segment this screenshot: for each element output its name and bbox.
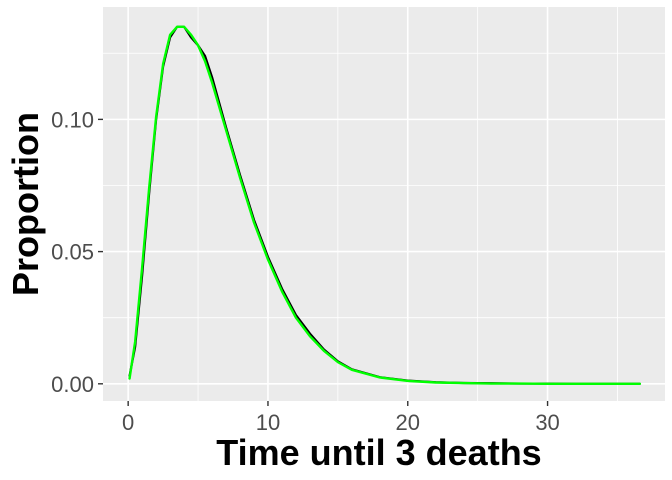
x-tick-label: 20 <box>396 410 420 435</box>
x-tick-label: 0 <box>122 410 134 435</box>
minor-gridlines <box>103 7 665 401</box>
y-tick-label: 0.05 <box>51 240 94 265</box>
y-tick-label: 0.10 <box>51 107 94 132</box>
series-line-2 <box>128 25 642 386</box>
y-axis-title: Proportion <box>5 112 46 296</box>
axis-tick-labels: 0 10 20 30 0.00 0.05 0.10 <box>51 107 560 435</box>
axis-ticks <box>98 118 549 406</box>
x-axis-title: Time until 3 deaths <box>216 432 541 473</box>
series-layer <box>128 25 642 386</box>
x-tick-label: 10 <box>256 410 280 435</box>
x-tick-label: 30 <box>535 410 559 435</box>
major-gridlines <box>103 7 665 401</box>
panel-background <box>103 7 665 401</box>
y-tick-label: 0.00 <box>51 372 94 397</box>
